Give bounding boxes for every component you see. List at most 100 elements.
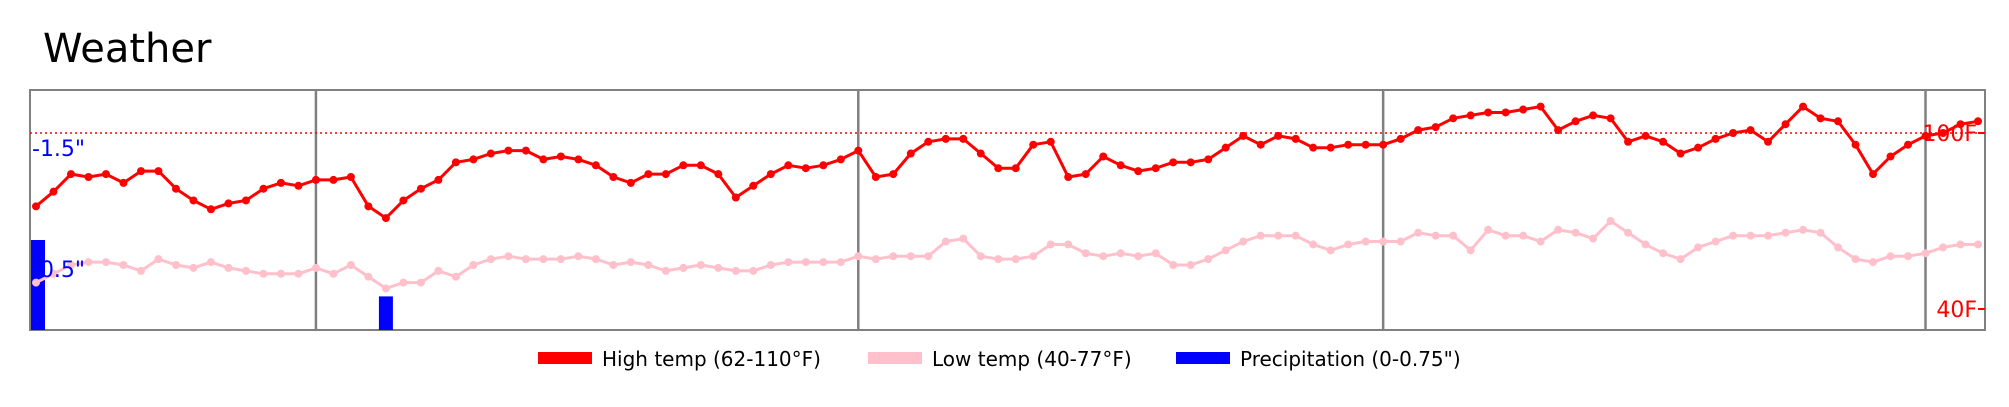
legend-swatch-precip <box>1176 352 1230 364</box>
high-temp-point-103 <box>1834 117 1843 126</box>
high-temp-point-48 <box>871 173 880 181</box>
high-temp-point-10 <box>206 205 215 214</box>
high-temp-point-46 <box>836 155 845 164</box>
high-temp-point-4 <box>101 170 110 179</box>
high-temp-point-59 <box>1064 173 1073 181</box>
high-temp-point-6 <box>136 167 145 176</box>
high-temp-point-107 <box>1904 140 1913 149</box>
high-temp-point-42 <box>766 170 775 179</box>
low-temp-point-63 <box>1134 252 1143 261</box>
low-temp-point-5 <box>119 261 128 269</box>
low-temp-point-110 <box>1956 240 1965 249</box>
legend-label-precip: Precipitation (0-0.75") <box>1240 347 1461 371</box>
low-temp-point-13 <box>259 269 268 278</box>
high-temp-point-40 <box>731 193 740 202</box>
high-temp-point-60 <box>1081 170 1090 179</box>
temp-label-0: 100F <box>1922 122 1977 147</box>
low-temp-point-74 <box>1326 246 1335 255</box>
high-temp-point-78 <box>1396 134 1405 143</box>
low-temp-point-92 <box>1641 240 1650 249</box>
low-temp-point-0 <box>32 278 40 287</box>
high-temp-point-44 <box>801 164 810 173</box>
legend: High temp (62-110°F) Low temp (40-77°F) Pr… <box>538 347 1461 371</box>
high-temp-point-110 <box>1956 120 1965 129</box>
high-temp-point-5 <box>119 178 128 187</box>
low-temp-point-109 <box>1939 243 1948 252</box>
high-temp-point-49 <box>889 170 898 179</box>
low-temp-point-98 <box>1746 231 1755 240</box>
low-temp-point-59 <box>1064 240 1073 249</box>
low-temp-point-43 <box>784 258 793 267</box>
low-temp-point-18 <box>346 261 355 269</box>
high-temp-point-76 <box>1361 140 1370 149</box>
low-temp-point-6 <box>136 266 145 275</box>
high-temp-point-77 <box>1379 140 1388 149</box>
high-temp-point-9 <box>189 196 198 205</box>
high-temp-point-96 <box>1711 134 1720 143</box>
high-temp-point-11 <box>224 199 233 208</box>
high-temp-point-111 <box>1974 117 1982 126</box>
high-temp-point-70 <box>1256 140 1265 149</box>
low-temp-point-31 <box>574 252 583 261</box>
high-temp-point-0 <box>32 202 40 211</box>
low-temp-point-106 <box>1886 252 1895 261</box>
high-temp-point-23 <box>434 175 443 184</box>
high-temp-point-36 <box>661 170 670 179</box>
low-temp-point-3 <box>84 258 93 267</box>
low-temp-point-35 <box>644 261 653 269</box>
high-temp-point-56 <box>1011 164 1020 173</box>
high-temp-point-38 <box>696 161 705 170</box>
high-temp-point-95 <box>1694 143 1703 152</box>
legend-swatch-high <box>538 352 592 364</box>
high-temp-point-19 <box>364 202 373 211</box>
low-temp-point-84 <box>1501 231 1510 240</box>
low-temp-point-2 <box>66 261 75 269</box>
high-temp-point-79 <box>1414 126 1423 135</box>
low-temp-point-62 <box>1116 249 1125 258</box>
low-temp-point-68 <box>1221 246 1230 255</box>
low-temp-point-105 <box>1869 258 1878 267</box>
high-temp-point-86 <box>1536 102 1545 111</box>
low-temp-point-107 <box>1904 252 1913 261</box>
high-temp-point-80 <box>1431 123 1440 132</box>
high-temp-point-55 <box>994 164 1003 173</box>
high-temp-point-17 <box>329 175 338 184</box>
low-temp-point-86 <box>1536 237 1545 246</box>
low-temp-point-22 <box>416 278 425 287</box>
low-temp-point-42 <box>766 261 775 269</box>
low-temp-point-50 <box>906 252 915 261</box>
low-temp-point-37 <box>679 263 688 272</box>
high-temp-point-26 <box>486 149 495 158</box>
high-temp-point-109 <box>1939 129 1948 137</box>
high-temp-point-108 <box>1921 131 1930 140</box>
high-temp-point-87 <box>1554 126 1563 135</box>
high-temp-point-29 <box>539 155 548 164</box>
high-temp-point-90 <box>1606 114 1615 123</box>
low-temp-point-77 <box>1379 237 1388 246</box>
low-temp-point-87 <box>1554 225 1563 234</box>
low-temp-point-27 <box>504 252 513 261</box>
high-temp-point-74 <box>1326 143 1335 152</box>
high-temp-point-94 <box>1676 149 1685 158</box>
chart-title: Weather <box>43 26 212 72</box>
low-temp-point-52 <box>941 237 950 246</box>
low-temp-point-23 <box>434 266 443 275</box>
low-temp-point-46 <box>836 258 845 267</box>
high-temp-point-52 <box>941 134 950 143</box>
high-temp-point-93 <box>1659 137 1668 146</box>
high-temp-series <box>32 102 1982 223</box>
high-temp-point-13 <box>259 184 268 193</box>
precip-label-1: -0.5" <box>32 258 85 283</box>
low-temp-point-30 <box>556 255 565 264</box>
low-temp-point-1 <box>49 269 58 278</box>
high-temp-point-97 <box>1729 129 1738 137</box>
low-temp-point-100 <box>1781 228 1790 237</box>
high-temp-point-98 <box>1746 126 1755 135</box>
high-temp-point-100 <box>1781 120 1790 129</box>
high-temp-point-31 <box>574 155 583 164</box>
low-temp-point-70 <box>1256 231 1265 240</box>
low-temp-point-91 <box>1624 228 1633 237</box>
low-temp-point-55 <box>994 255 1003 264</box>
high-temp-point-24 <box>451 158 460 167</box>
